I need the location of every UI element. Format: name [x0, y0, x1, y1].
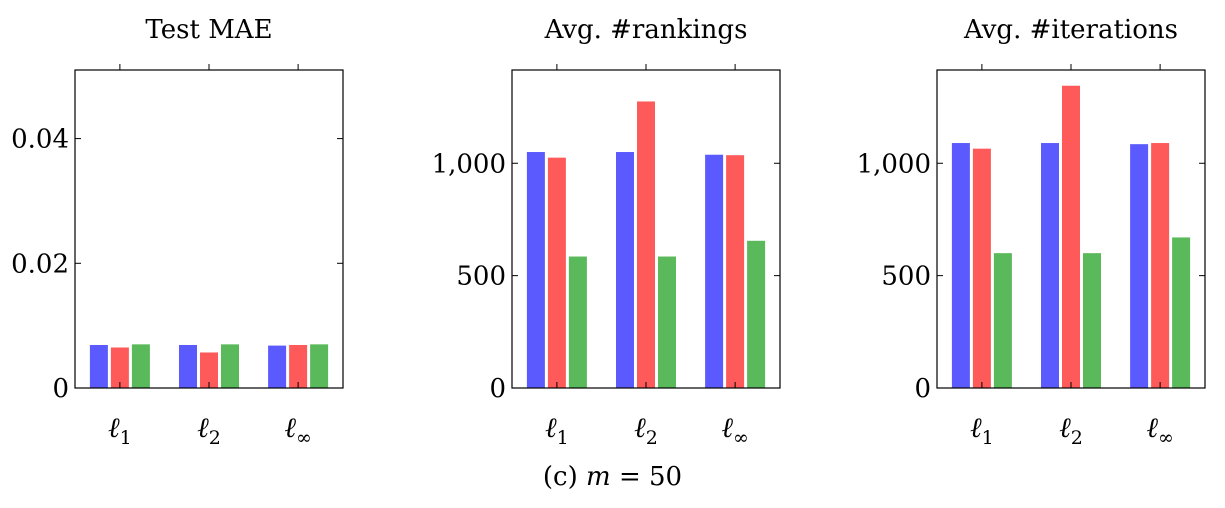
x-tick-label: ℓ2 [1059, 411, 1083, 449]
bar-series2-3 [289, 344, 308, 388]
bar-series3-2 [221, 344, 239, 388]
bar-series2-2 [637, 101, 655, 389]
bar-series1-1 [951, 143, 970, 388]
caption-variable: m [586, 462, 611, 492]
bar-series2-1 [547, 157, 566, 388]
y-tick-label: 500 [881, 262, 931, 292]
chart-panel-2: 0 500 1,000 ℓ1 ℓ2 ℓ∞ Avg. #rankings [432, 15, 781, 449]
x-tick-label: ℓ∞ [1146, 411, 1174, 449]
x-tick-label: ℓ∞ [721, 411, 749, 449]
bar-series1-2 [616, 152, 634, 388]
bar-series1-2 [179, 344, 197, 388]
bar-series2-3 [1151, 143, 1170, 388]
bar-series1-3 [268, 345, 287, 388]
bar-series3-2 [1083, 253, 1101, 388]
x-tick-label: ℓ1 [545, 411, 569, 449]
figure-caption: (c) m = 50 [0, 462, 1225, 492]
bar-series2-1 [110, 347, 129, 388]
x-tick-label: ℓ2 [197, 411, 221, 449]
y-tick-label: 0 [914, 374, 931, 404]
chart-title: Avg. #iterations [963, 15, 1178, 45]
y-tick-label: 1,000 [857, 149, 931, 179]
bar-series2-3 [726, 155, 745, 388]
y-tick-label: 1,000 [432, 149, 506, 179]
bar-series3-3 [1172, 237, 1191, 388]
y-tick-label: 500 [456, 262, 506, 292]
chart-panel-3: 0 500 1,000 ℓ1 ℓ2 ℓ∞ Avg. #iterations [857, 15, 1206, 449]
bar-series3-3 [747, 240, 766, 388]
bar-series1-3 [705, 154, 724, 388]
bar-series3-1 [993, 253, 1012, 388]
y-tick-label: 0 [52, 374, 69, 404]
x-tick-label: ℓ1 [970, 411, 994, 449]
x-tick-label: ℓ1 [108, 411, 132, 449]
chart-panel-1: 0 0.02 0.04 ℓ1 ℓ2 ℓ∞ Test MAE [11, 15, 344, 449]
chart-title: Avg. #rankings [544, 15, 748, 45]
caption-value: = 50 [610, 462, 683, 492]
caption-label: (c) [542, 462, 587, 492]
bar-series1-1 [526, 152, 545, 388]
bar-series2-2 [200, 352, 218, 388]
bar-series3-3 [310, 344, 329, 388]
x-tick-label: ℓ2 [634, 411, 658, 449]
bar-series3-1 [131, 344, 150, 388]
bar-series3-1 [568, 256, 587, 388]
y-tick-label: 0.02 [11, 249, 69, 279]
chart-title: Test MAE [145, 15, 272, 45]
bar-series2-1 [972, 148, 991, 388]
y-tick-label: 0 [489, 374, 506, 404]
bar-series1-2 [1041, 143, 1059, 388]
bar-series3-2 [658, 256, 676, 388]
axis-frame [74, 69, 344, 389]
bar-series1-1 [89, 344, 108, 388]
bar-series1-3 [1130, 144, 1149, 388]
y-tick-label: 0.04 [11, 125, 69, 155]
x-tick-label: ℓ∞ [284, 411, 312, 449]
bar-series2-2 [1062, 85, 1080, 388]
